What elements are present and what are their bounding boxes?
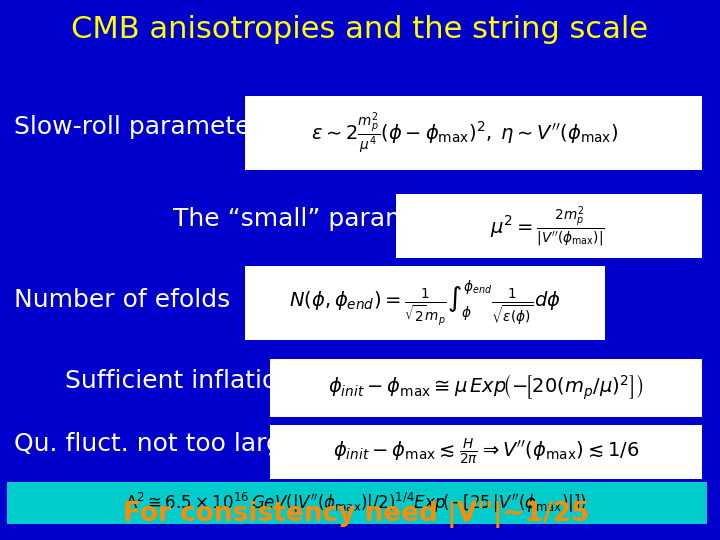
Text: $\phi_{init} - \phi_{\rm max} \cong \mu\, Exp\!\left(-\!\left[20(m_p/\mu)^2\righ: $\phi_{init} - \phi_{\rm max} \cong \mu\… — [328, 373, 644, 402]
Text: $\phi_{init} - \phi_{\rm max} \lesssim \frac{H}{2\pi} \Rightarrow V''(\phi_{\rm : $\phi_{init} - \phi_{\rm max} \lesssim \… — [333, 437, 639, 467]
Text: $\Lambda^2 \cong 6.5\times10^{16}\,GeV\left(|V''(\phi_{\rm max})|/2\right)^{1/4}: $\Lambda^2 \cong 6.5\times10^{16}\,GeV\l… — [125, 491, 588, 515]
Text: For consistency need |V''|~1/25: For consistency need |V''|~1/25 — [123, 501, 590, 528]
Text: $N(\phi,\phi_{end}) = \frac{1}{\sqrt{2}m_p}\int_{\phi}^{\phi_{end}} \frac{1}{\sq: $N(\phi,\phi_{end}) = \frac{1}{\sqrt{2}m… — [289, 278, 561, 328]
Text: Slow-roll parameters: Slow-roll parameters — [14, 115, 274, 139]
Text: Qu. fluct. not too large: Qu. fluct. not too large — [14, 432, 297, 456]
FancyBboxPatch shape — [396, 194, 702, 258]
Text: CMB anisotropies and the string scale: CMB anisotropies and the string scale — [71, 15, 649, 44]
FancyBboxPatch shape — [270, 359, 702, 417]
Text: $\varepsilon \sim 2\frac{m_p^2}{\mu^4}(\phi - \phi_{\rm max})^2,\; \eta \sim V'': $\varepsilon \sim 2\frac{m_p^2}{\mu^4}(\… — [311, 110, 618, 156]
FancyBboxPatch shape — [270, 425, 702, 479]
Text: Number of efolds: Number of efolds — [14, 288, 230, 312]
FancyBboxPatch shape — [245, 266, 605, 340]
FancyBboxPatch shape — [7, 482, 707, 524]
Text: The “small” parameter: The “small” parameter — [173, 207, 460, 231]
FancyBboxPatch shape — [245, 96, 702, 170]
Text: Sufficient inflation: Sufficient inflation — [65, 369, 293, 393]
Text: $\mu^2 = \frac{2m_p^2}{|V''(\phi_{\rm max})|}$: $\mu^2 = \frac{2m_p^2}{|V''(\phi_{\rm ma… — [490, 204, 605, 248]
